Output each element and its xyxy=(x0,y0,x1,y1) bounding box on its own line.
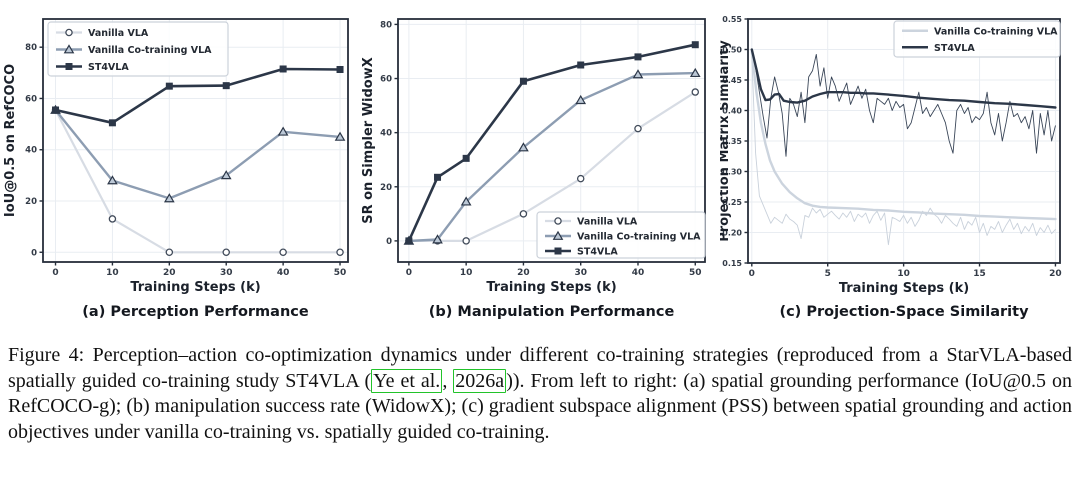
svg-text:ST4VLA: ST4VLA xyxy=(88,62,129,73)
svg-text:SR on Simpler WidowX: SR on Simpler WidowX xyxy=(361,57,376,224)
svg-text:(b) Manipulation Performance: (b) Manipulation Performance xyxy=(429,304,675,320)
svg-text:ST4VLA: ST4VLA xyxy=(577,247,618,258)
svg-text:Training Steps (k): Training Steps (k) xyxy=(130,280,260,295)
svg-text:40: 40 xyxy=(277,268,290,278)
svg-text:0: 0 xyxy=(386,237,392,247)
svg-text:Training Steps (k): Training Steps (k) xyxy=(486,280,616,295)
svg-text:0.35: 0.35 xyxy=(722,137,742,146)
svg-text:5: 5 xyxy=(825,269,831,279)
svg-text:50: 50 xyxy=(689,268,702,278)
svg-text:60: 60 xyxy=(380,75,392,85)
panel-perception: 0 10 20 30 40 50 0 20 40 60 80 Training Steps (k) Io… xyxy=(0,0,360,330)
svg-text:0.25: 0.25 xyxy=(722,198,742,207)
svg-text:15: 15 xyxy=(973,269,986,279)
svg-text:40: 40 xyxy=(25,146,37,156)
svg-text:20: 20 xyxy=(163,268,176,278)
svg-text:10: 10 xyxy=(897,269,910,279)
svg-text:Vanilla VLA: Vanilla VLA xyxy=(88,28,149,39)
svg-text:0.55: 0.55 xyxy=(722,15,742,24)
caption-text-2: )). From left to right: (a) spatial grou… xyxy=(8,369,1073,443)
svg-text:80: 80 xyxy=(380,20,392,30)
svg-text:0: 0 xyxy=(52,268,58,278)
svg-text:0: 0 xyxy=(31,248,37,258)
svg-text:IoU@0.5 on RefCOCO: IoU@0.5 on RefCOCO xyxy=(3,64,18,217)
caption-separator: , xyxy=(442,369,454,392)
svg-text:0: 0 xyxy=(749,269,755,279)
svg-text:0.50: 0.50 xyxy=(722,46,742,55)
svg-text:20: 20 xyxy=(25,197,37,207)
svg-text:Vanilla Co-training VLA: Vanilla Co-training VLA xyxy=(934,26,1058,37)
figure-caption: Figure 4: Perception–action co-optimizat… xyxy=(8,343,1072,445)
charts-row: 0 10 20 30 40 50 0 20 40 60 80 Training Steps (k) Io… xyxy=(0,0,1080,330)
citation-link-year[interactable]: 2026a xyxy=(453,368,507,393)
svg-text:0.15: 0.15 xyxy=(722,259,742,268)
svg-text:10: 10 xyxy=(106,268,119,278)
svg-text:0.45: 0.45 xyxy=(722,76,742,85)
svg-text:Vanilla Co-training VLA: Vanilla Co-training VLA xyxy=(88,45,212,56)
svg-text:40: 40 xyxy=(380,129,392,139)
chart-perception-performance: 0 10 20 30 40 50 0 20 40 60 80 Training Steps (k) Io… xyxy=(3,18,349,320)
panel-projection-similarity: 0 5 10 15 20 0.15 0.20 0.25 0.30 0.35 0.40 0.45 0.50… xyxy=(720,0,1080,330)
svg-text:40: 40 xyxy=(632,268,645,278)
svg-text:(a) Perception Performance: (a) Perception Performance xyxy=(82,304,309,320)
figure-4: 0 10 20 30 40 50 0 20 40 60 80 Training Steps (k) Io… xyxy=(0,0,1080,445)
svg-text:60: 60 xyxy=(25,94,37,104)
svg-text:80: 80 xyxy=(25,43,37,53)
svg-text:30: 30 xyxy=(220,268,233,278)
svg-text:30: 30 xyxy=(574,268,587,278)
svg-text:20: 20 xyxy=(517,268,530,278)
svg-text:0.30: 0.30 xyxy=(722,168,742,177)
caption-text-1: Figure 4: Perception–action co-optimizat… xyxy=(8,344,1072,392)
svg-text:0: 0 xyxy=(406,268,412,278)
svg-text:Vanilla VLA: Vanilla VLA xyxy=(577,217,638,228)
panel-manipulation: 0 10 20 30 40 50 0 20 40 60 80 Training Steps (k) SR… xyxy=(360,0,720,330)
svg-text:20: 20 xyxy=(1049,269,1062,279)
svg-text:Vanilla Co-training VLA: Vanilla Co-training VLA xyxy=(577,232,701,243)
svg-text:(c) Projection-Space Similarit: (c) Projection-Space Similarity xyxy=(779,304,1029,320)
chart-manipulation-performance: 0 10 20 30 40 50 0 20 40 60 80 Training Steps (k) SR… xyxy=(361,18,706,320)
svg-text:ST4VLA: ST4VLA xyxy=(934,43,975,54)
svg-text:20: 20 xyxy=(380,183,392,193)
svg-text:Training Steps (k): Training Steps (k) xyxy=(839,281,969,296)
svg-text:0.20: 0.20 xyxy=(722,229,742,238)
chart-projection-space-similarity: 0 5 10 15 20 0.15 0.20 0.25 0.30 0.35 0.40 0.45 0.50… xyxy=(720,15,1062,320)
svg-text:10: 10 xyxy=(460,268,473,278)
citation-link-author[interactable]: Ye et al. xyxy=(371,368,443,393)
svg-text:50: 50 xyxy=(334,268,347,278)
svg-text:0.40: 0.40 xyxy=(722,107,742,116)
svg-text:Projection Matrix Similarity: Projection Matrix Similarity xyxy=(720,40,732,242)
